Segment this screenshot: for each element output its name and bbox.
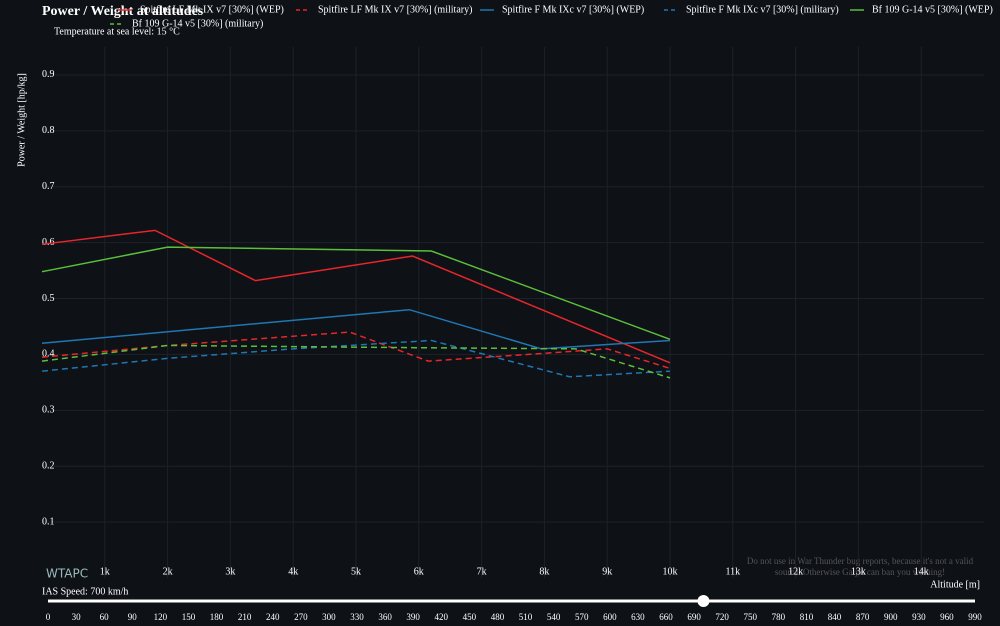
y-axis-label: Power / Weight [hp/kg]	[16, 73, 27, 167]
slider-tick-label: 870	[856, 612, 870, 622]
slider-tick-label: 600	[603, 612, 617, 622]
x-tick-label: 9k	[602, 566, 612, 577]
slider-handle[interactable]	[697, 595, 710, 607]
slider-tick-label: 480	[491, 612, 505, 622]
notice: Do not use in War Thunder bug reports, b…	[746, 556, 974, 577]
slider-tick-label: 120	[154, 612, 168, 622]
slider-tick-label: 630	[631, 612, 645, 622]
x-tick-label: 3k	[225, 566, 235, 577]
slider-tick-label: 90	[128, 612, 138, 622]
notice-box: Do not use in War Thunder bug reports, b…	[746, 556, 974, 577]
legend-label: Spitfire LF Mk IX v7 [30%] (WEP)	[140, 4, 284, 15]
y-tick-label: 0.8	[42, 125, 55, 136]
x-tick-label: 2k	[163, 566, 173, 577]
series-line	[41, 229, 671, 364]
slider-tick-label: 240	[266, 612, 280, 622]
slider-tick-label: 150	[182, 612, 196, 622]
y-tick-label: 0.3	[42, 405, 55, 416]
slider-tick-label: 960	[940, 612, 954, 622]
x-tick-label: 13k	[851, 566, 866, 577]
chart-subtitle: Temperature at sea level: 15 °C	[54, 26, 180, 37]
slider-tick-label: 510	[519, 612, 533, 622]
x-tick-label: 1k	[100, 566, 110, 577]
x-tick-label: 6k	[414, 566, 424, 577]
series-line	[41, 331, 671, 370]
x-tick-label: 14k	[914, 566, 929, 577]
y-tick-label: 0.5	[42, 293, 55, 304]
y-tick-label: 0.1	[42, 516, 55, 527]
slider-tick-label: 810	[800, 612, 814, 622]
x-tick-label: 10k	[663, 566, 678, 577]
slider-tick-label: 690	[687, 612, 701, 622]
slider-tick-label: 990	[968, 612, 982, 622]
logo: WTAPC	[46, 567, 88, 581]
slider-tick-label: 210	[238, 612, 252, 622]
slider-label: IAS Speed: 700 km/h	[42, 586, 128, 597]
slider-tick-label: 540	[547, 612, 561, 622]
slider-tick-label: 0	[46, 612, 51, 622]
slider-tick-label: 900	[884, 612, 898, 622]
x-tick-label: 4k	[288, 566, 298, 577]
y-tick-label: 0.7	[42, 181, 55, 192]
slider-tick-label: 180	[210, 612, 224, 622]
slider-tick-label: 270	[294, 612, 308, 622]
slider-tick-label: 840	[828, 612, 842, 622]
y-tick-label: 0.2	[42, 461, 55, 472]
slider-tick-label: 300	[322, 612, 336, 622]
slider-tick-label: 330	[350, 612, 364, 622]
series-line	[41, 344, 671, 379]
chart-title: Power / Weight at altitudes	[42, 4, 204, 19]
x-axis-label: Altitude [m]	[930, 579, 980, 590]
slider-tick-label: 60	[100, 612, 110, 622]
slider-tick-label: 420	[435, 612, 449, 622]
slider-tick-label: 30	[72, 612, 82, 622]
slider-tick-label: 660	[659, 612, 673, 622]
y-tick-label: 0.4	[42, 349, 55, 360]
x-tick-label: 8k	[539, 566, 549, 577]
legend-label: Bf 109 G-14 v5 [30%] (military)	[132, 18, 263, 29]
y-tick-label: 0.9	[42, 69, 55, 80]
slider-tick-label: 720	[715, 612, 729, 622]
series-line	[41, 246, 671, 341]
legend-label: Spitfire F Mk IXc v7 [30%] (WEP)	[502, 4, 644, 15]
slider-tick-label: 450	[463, 612, 477, 622]
x-tick-label: 12k	[788, 566, 803, 577]
y-tick-label: 0.6	[42, 237, 55, 248]
legend-label: Spitfire F Mk IXc v7 [30%] (military)	[686, 4, 839, 15]
x-tick-label: 7k	[477, 566, 487, 577]
x-tick-label: 5k	[351, 566, 361, 577]
slider-tick-label: 750	[744, 612, 758, 622]
legend-label: Bf 109 G-14 v5 [30%] (WEP)	[872, 4, 993, 15]
slider-tick-label: 390	[406, 612, 420, 622]
slider-tick-label: 930	[912, 612, 926, 622]
series-line	[41, 339, 671, 378]
x-tick-label: 11k	[725, 566, 740, 577]
slider-tick-label: 570	[575, 612, 589, 622]
slider-tick-label: 360	[378, 612, 392, 622]
slider-tick-label: 780	[772, 612, 786, 622]
legend-label: Spitfire LF Mk IX v7 [30%] (military)	[318, 4, 472, 15]
series-line	[41, 308, 671, 350]
